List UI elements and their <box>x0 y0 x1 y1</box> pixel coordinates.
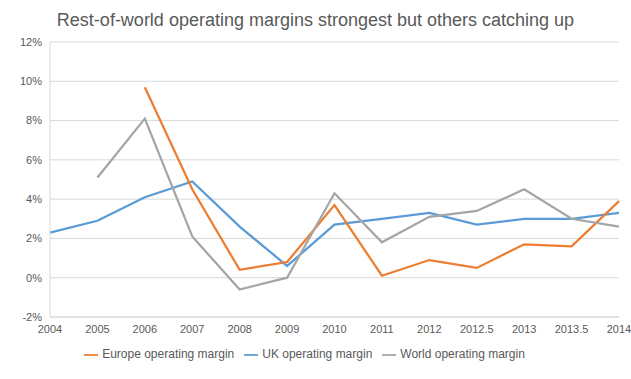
svg-text:10%: 10% <box>20 75 42 87</box>
svg-text:2%: 2% <box>26 232 42 244</box>
svg-text:-2%: -2% <box>22 311 42 323</box>
svg-text:2007: 2007 <box>180 323 204 335</box>
svg-text:2006: 2006 <box>133 323 157 335</box>
svg-text:2014: 2014 <box>607 323 623 335</box>
svg-text:2005: 2005 <box>85 323 109 335</box>
svg-text:8%: 8% <box>26 114 42 126</box>
svg-text:0%: 0% <box>26 272 42 284</box>
svg-text:2010: 2010 <box>322 323 346 335</box>
svg-text:2008: 2008 <box>227 323 251 335</box>
svg-text:6%: 6% <box>26 154 42 166</box>
svg-text:2011: 2011 <box>370 323 394 335</box>
html-text:Rest-of-world operating margin: Rest-of-world operating margins stronges… <box>56 10 575 30</box>
svg-text:2012.5: 2012.5 <box>460 323 494 335</box>
html-text:Europe operating margin: Europe operating margin <box>102 347 235 361</box>
svg-text:4%: 4% <box>26 193 42 205</box>
svg-text:12%: 12% <box>20 36 42 48</box>
svg-text:2013.5: 2013.5 <box>555 323 589 335</box>
svg-text:2012: 2012 <box>417 323 441 335</box>
html-text:World operating margin: World operating margin <box>400 347 525 361</box>
svg-text:2009: 2009 <box>275 323 299 335</box>
html-text:UK operating margin: UK operating margin <box>262 347 373 361</box>
svg-text:2013: 2013 <box>512 323 536 335</box>
svg-text:2004: 2004 <box>38 323 62 335</box>
